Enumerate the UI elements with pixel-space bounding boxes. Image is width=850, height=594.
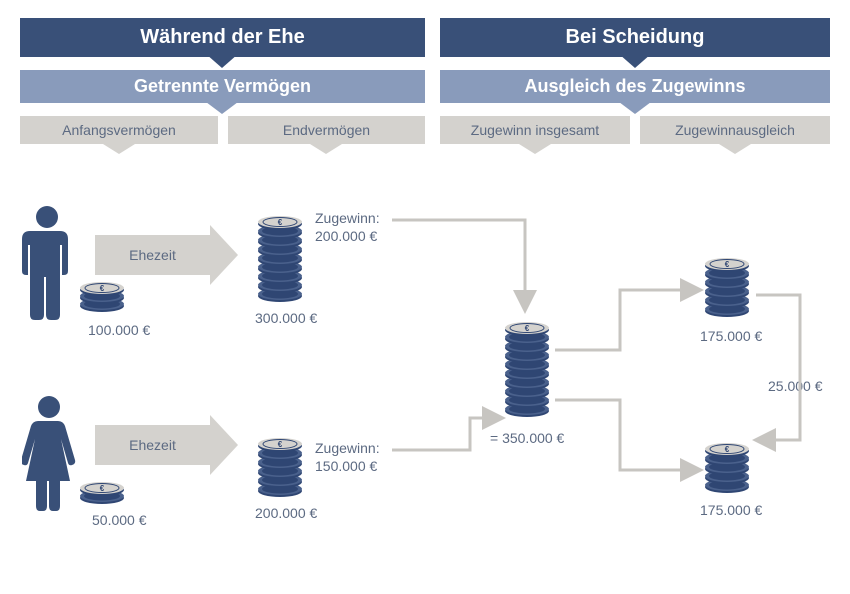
woman-end-amount: 200.000 € bbox=[255, 505, 317, 521]
header-equalization-payment: Zugewinnausgleich bbox=[640, 116, 830, 144]
woman-start-amount: 50.000 € bbox=[92, 512, 147, 528]
transfer-amount: 25.000 € bbox=[768, 378, 823, 394]
marriage-period-arrow: Ehezeit bbox=[95, 425, 210, 465]
total-amount: = 350.000 € bbox=[490, 430, 564, 446]
man-gain-amount: 200.000 € bbox=[315, 228, 377, 244]
man-end-amount: 300.000 € bbox=[255, 310, 317, 326]
header-during-marriage: Während der Ehe bbox=[20, 18, 425, 57]
chevron-down-icon bbox=[519, 144, 551, 154]
man-start-amount: 100.000 € bbox=[88, 322, 150, 338]
coin-stack-icon bbox=[705, 435, 749, 500]
header-on-divorce: Bei Scheidung bbox=[440, 18, 830, 57]
chevron-down-icon bbox=[206, 54, 238, 68]
header-initial-assets: Anfangsvermögen bbox=[20, 116, 218, 144]
split-bottom-amount: 175.000 € bbox=[700, 502, 762, 518]
coin-stack-icon bbox=[705, 250, 749, 325]
coin-stack-icon bbox=[258, 210, 302, 310]
chevron-down-icon bbox=[103, 144, 135, 154]
coin-stack-icon bbox=[258, 430, 302, 505]
split-top-amount: 175.000 € bbox=[700, 328, 762, 344]
chevron-down-icon bbox=[619, 102, 651, 114]
woman-icon bbox=[22, 395, 77, 515]
chevron-down-icon bbox=[310, 144, 342, 154]
coin-stack-icon bbox=[505, 310, 549, 425]
header-final-assets: Endvermögen bbox=[228, 116, 425, 144]
header-separate-assets: Getrennte Vermögen bbox=[20, 70, 425, 103]
coin-stack-icon bbox=[80, 478, 124, 510]
man-gain-label: Zugewinn: bbox=[315, 210, 380, 226]
chevron-down-icon bbox=[619, 54, 651, 68]
header-gain-equalization: Ausgleich des Zugewinns bbox=[440, 70, 830, 103]
chevron-down-icon bbox=[719, 144, 751, 154]
man-icon bbox=[22, 205, 72, 320]
chevron-down-icon bbox=[206, 102, 238, 114]
woman-gain-label: Zugewinn: bbox=[315, 440, 380, 456]
woman-gain-amount: 150.000 € bbox=[315, 458, 377, 474]
header-total-gain: Zugewinn insgesamt bbox=[440, 116, 630, 144]
marriage-period-arrow: Ehezeit bbox=[95, 235, 210, 275]
coin-stack-icon bbox=[80, 280, 124, 320]
